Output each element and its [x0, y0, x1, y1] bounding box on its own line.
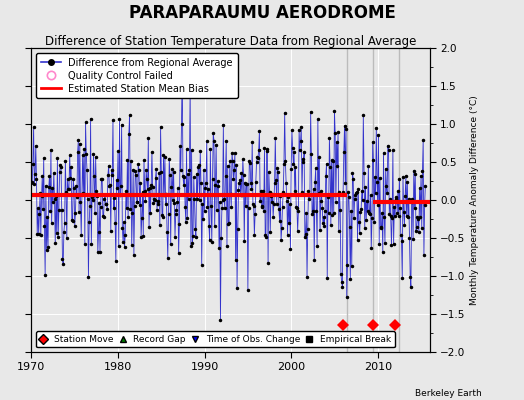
Text: Berkeley Earth: Berkeley Earth	[416, 389, 482, 398]
Text: PARAPARAUMU AERODROME: PARAPARAUMU AERODROME	[128, 4, 396, 22]
Y-axis label: Monthly Temperature Anomaly Difference (°C): Monthly Temperature Anomaly Difference (…	[470, 95, 478, 305]
Legend: Station Move, Record Gap, Time of Obs. Change, Empirical Break: Station Move, Record Gap, Time of Obs. C…	[36, 331, 395, 348]
Title: Difference of Station Temperature Data from Regional Average: Difference of Station Temperature Data f…	[45, 35, 416, 48]
